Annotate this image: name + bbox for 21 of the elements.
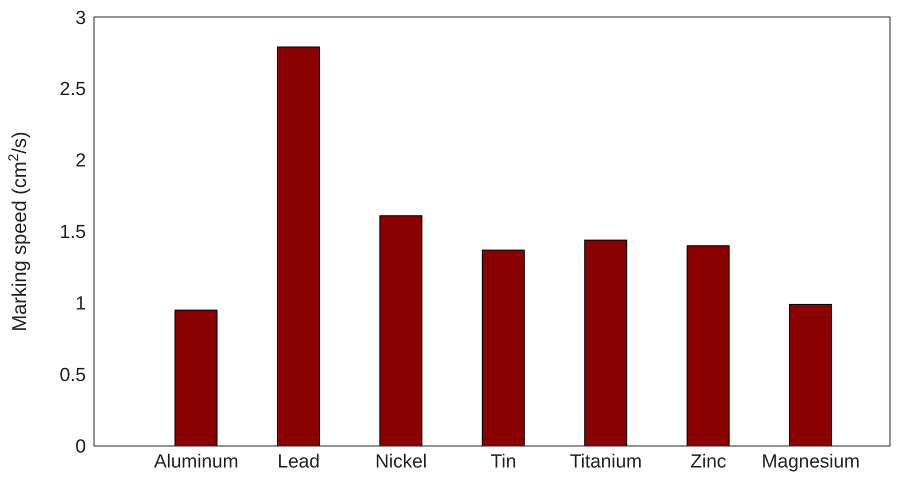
y-tick-label: 1 bbox=[75, 294, 86, 315]
x-tick-label: Titanium bbox=[570, 451, 642, 472]
bar bbox=[276, 46, 320, 446]
y-tick-label: 1.5 bbox=[60, 222, 86, 244]
x-tick-label: Nickel bbox=[375, 451, 427, 472]
x-tick-label: Zinc bbox=[690, 451, 726, 472]
bar bbox=[379, 215, 422, 446]
bar bbox=[584, 240, 628, 446]
y-tick-label: 0 bbox=[75, 436, 86, 458]
x-tick-label: Aluminum bbox=[154, 451, 238, 472]
y-tick-label: 2 bbox=[75, 150, 86, 172]
bar bbox=[789, 304, 832, 446]
y-tick-label: 3 bbox=[75, 8, 86, 29]
x-tick-label: Magnesium bbox=[762, 451, 860, 472]
x-tick-label: Lead bbox=[278, 451, 320, 472]
y-tick-label: 0.5 bbox=[60, 365, 86, 386]
bar bbox=[482, 250, 525, 446]
y-tick-label: 2.5 bbox=[60, 79, 86, 100]
bar bbox=[174, 310, 218, 446]
x-tick-label: Tin bbox=[490, 451, 516, 472]
bar bbox=[686, 245, 730, 446]
